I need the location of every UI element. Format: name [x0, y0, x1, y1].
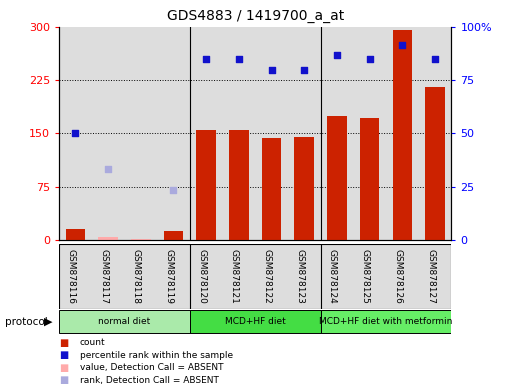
Bar — [294, 137, 314, 240]
Text: GSM878122: GSM878122 — [263, 249, 271, 304]
Text: MCD+HF diet: MCD+HF diet — [225, 317, 286, 326]
Bar — [196, 130, 216, 240]
Text: ▶: ▶ — [44, 316, 52, 327]
Bar — [321, 310, 451, 333]
Bar — [59, 244, 451, 309]
Bar — [98, 237, 118, 240]
Point — [104, 166, 112, 172]
Text: GSM878121: GSM878121 — [230, 249, 239, 304]
Bar — [59, 310, 190, 333]
Point — [398, 41, 406, 48]
Text: rank, Detection Call = ABSENT: rank, Detection Call = ABSENT — [80, 376, 219, 384]
Bar — [360, 118, 380, 240]
Point — [71, 131, 80, 137]
Point — [366, 56, 374, 62]
Point — [202, 56, 210, 62]
Point — [431, 56, 439, 62]
Bar — [131, 239, 150, 240]
Text: percentile rank within the sample: percentile rank within the sample — [80, 351, 232, 360]
Bar — [392, 30, 412, 240]
Text: GSM878116: GSM878116 — [66, 249, 75, 304]
Text: GSM878120: GSM878120 — [197, 249, 206, 304]
Bar — [229, 130, 249, 240]
Text: GSM878125: GSM878125 — [361, 249, 370, 304]
Text: GSM878117: GSM878117 — [99, 249, 108, 304]
Point — [333, 52, 341, 58]
Bar — [190, 310, 321, 333]
Text: GSM878126: GSM878126 — [393, 249, 402, 304]
Text: MCD+HF diet with metformin: MCD+HF diet with metformin — [320, 317, 452, 326]
Point — [169, 187, 177, 194]
Bar — [164, 232, 183, 240]
Bar — [327, 116, 347, 240]
Text: GSM878124: GSM878124 — [328, 249, 337, 304]
Bar — [425, 87, 445, 240]
Text: count: count — [80, 338, 105, 347]
Point — [235, 56, 243, 62]
Text: GSM878119: GSM878119 — [165, 249, 173, 304]
Text: ■: ■ — [59, 375, 68, 384]
Text: value, Detection Call = ABSENT: value, Detection Call = ABSENT — [80, 363, 223, 372]
Text: ■: ■ — [59, 363, 68, 373]
Point — [300, 66, 308, 73]
Text: ■: ■ — [59, 338, 68, 348]
Text: ■: ■ — [59, 350, 68, 360]
Text: normal diet: normal diet — [98, 317, 150, 326]
Bar — [66, 229, 85, 240]
Text: protocol: protocol — [5, 316, 48, 327]
Title: GDS4883 / 1419700_a_at: GDS4883 / 1419700_a_at — [167, 9, 344, 23]
Bar — [262, 138, 281, 240]
Text: GSM878123: GSM878123 — [295, 249, 304, 304]
Text: GSM878118: GSM878118 — [132, 249, 141, 304]
Point — [267, 66, 275, 73]
Text: GSM878127: GSM878127 — [426, 249, 435, 304]
